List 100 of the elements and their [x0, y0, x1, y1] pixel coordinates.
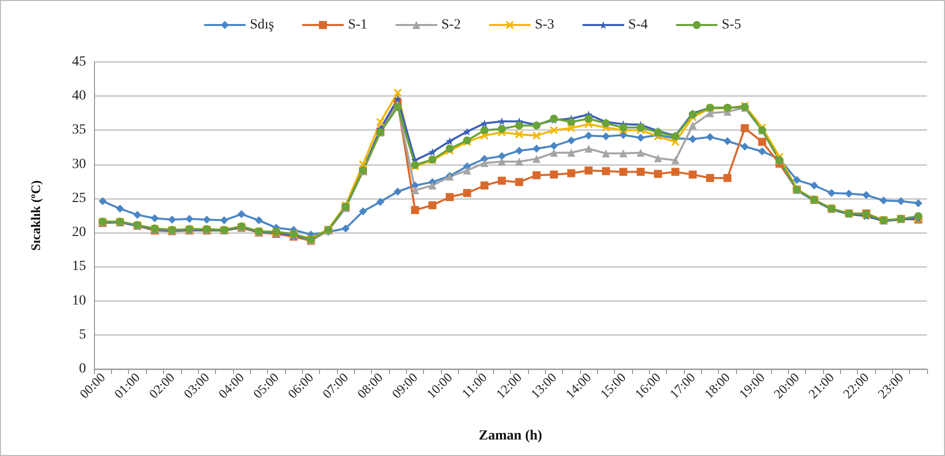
point [532, 154, 541, 163]
legend-label: S-4 [628, 18, 648, 32]
point [532, 132, 541, 140]
point [584, 114, 593, 123]
point [706, 174, 714, 182]
point [636, 148, 645, 157]
point [480, 126, 488, 134]
point [723, 174, 732, 182]
point [532, 144, 541, 153]
point [602, 167, 610, 176]
point [740, 124, 749, 132]
y-tick-label: 25 [72, 190, 86, 206]
point [428, 201, 436, 210]
point [498, 117, 506, 126]
point [567, 148, 576, 157]
point [515, 130, 524, 138]
point [584, 144, 593, 153]
point [688, 170, 697, 179]
point [567, 118, 576, 126]
y-tick-label: 40 [72, 88, 86, 104]
point [515, 146, 524, 155]
point [515, 158, 524, 166]
point [584, 132, 593, 140]
point [619, 131, 628, 139]
point [619, 123, 628, 132]
point [498, 158, 506, 166]
point [758, 147, 766, 156]
point [394, 103, 402, 112]
point [446, 137, 454, 146]
point [411, 206, 420, 214]
point [671, 156, 680, 164]
point [636, 134, 645, 142]
point [376, 118, 384, 126]
y-tick-label: 35 [72, 122, 86, 138]
point [411, 186, 420, 194]
point [150, 214, 159, 222]
point [515, 178, 524, 186]
y-tick-label: 20 [72, 225, 86, 240]
point [758, 138, 766, 146]
y-tick-label: 10 [72, 293, 86, 308]
point [880, 196, 888, 204]
point [202, 216, 211, 224]
point [446, 193, 454, 202]
point [168, 216, 176, 224]
point [567, 136, 576, 144]
point [914, 199, 922, 208]
point [688, 121, 697, 130]
y-tick-label: 45 [72, 54, 86, 70]
point [394, 88, 402, 97]
legend-label: S-1 [348, 18, 368, 32]
point [498, 152, 506, 160]
point [498, 124, 506, 133]
point [671, 168, 680, 176]
point [619, 168, 628, 176]
x-axis-title: Zaman (h) [478, 428, 543, 444]
point [844, 190, 853, 198]
point [463, 128, 472, 136]
point [185, 214, 194, 223]
point [810, 181, 818, 190]
point [862, 191, 870, 200]
point [654, 154, 662, 162]
point [133, 210, 142, 219]
point [828, 188, 836, 197]
point [636, 168, 645, 176]
point [394, 188, 402, 196]
point [428, 181, 436, 190]
point [550, 142, 558, 150]
point [550, 148, 558, 157]
point [254, 216, 263, 224]
point [428, 148, 436, 156]
point [376, 198, 384, 206]
y-tick-label: 30 [72, 156, 86, 172]
point [463, 166, 472, 174]
point [636, 123, 645, 132]
point [602, 149, 610, 158]
point [567, 124, 576, 132]
point [358, 160, 367, 168]
point [550, 170, 558, 179]
point [792, 176, 801, 184]
point [238, 210, 246, 218]
point [896, 197, 905, 206]
legend-label: S-5 [722, 18, 742, 32]
point [584, 166, 593, 174]
y-tick-label: 0 [79, 362, 86, 376]
y-tick-label: 15 [72, 259, 86, 274]
point [463, 188, 472, 197]
point [358, 207, 367, 216]
point [688, 135, 697, 144]
point [723, 137, 732, 146]
legend-label: S-2 [441, 18, 461, 32]
point [706, 133, 714, 142]
point [480, 181, 488, 190]
point [567, 169, 576, 178]
point [116, 204, 124, 213]
point [602, 132, 610, 140]
point [515, 121, 524, 130]
point [550, 126, 558, 134]
point [498, 176, 506, 185]
point [532, 171, 541, 180]
legend-label: Sdış [250, 18, 274, 32]
